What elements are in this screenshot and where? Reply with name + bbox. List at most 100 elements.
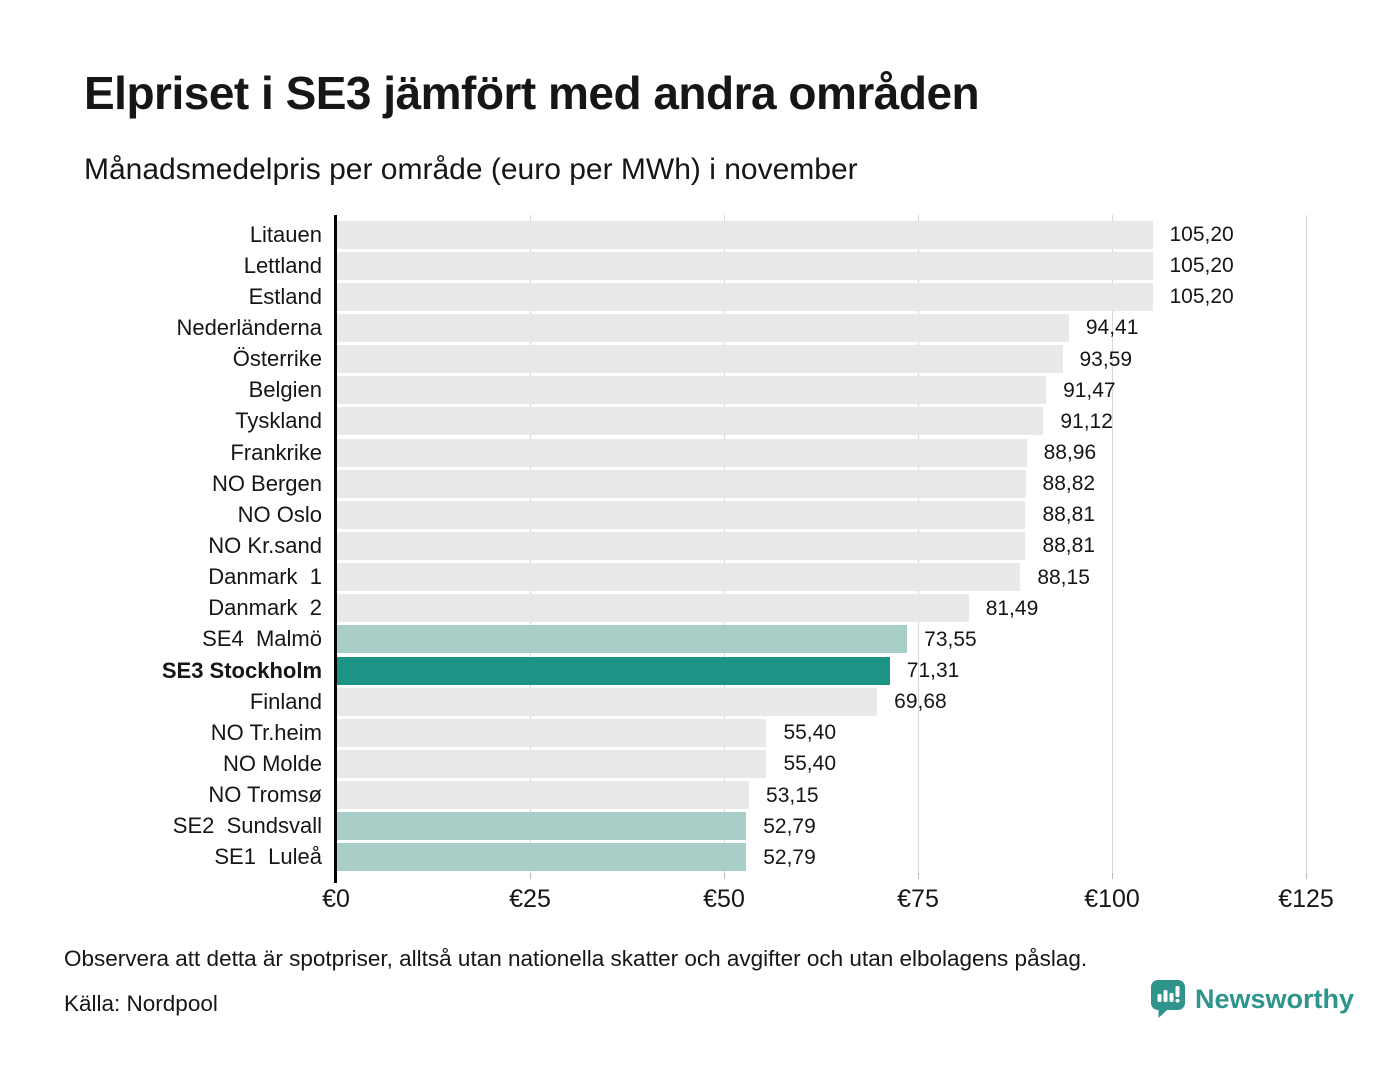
x-tick-label-25: €25 bbox=[509, 884, 551, 913]
bar-value-label: 88,81 bbox=[1042, 534, 1096, 558]
bar-rows: Litauen 105,20 Lettland 105,20 Estland 105,20… bbox=[0, 219, 1306, 873]
bar bbox=[337, 625, 908, 654]
bar-value-label: 53,15 bbox=[766, 783, 819, 807]
bar-value-label: 88,96 bbox=[1043, 441, 1097, 465]
x-tick-label-0: €0 bbox=[322, 884, 350, 913]
bar-value-label: 52,79 bbox=[763, 814, 816, 838]
bar-track: 88,81 bbox=[337, 500, 1306, 529]
bar-value-label: 105,20 bbox=[1169, 223, 1234, 247]
category-label: Österrike bbox=[232, 346, 322, 372]
bar-value-label: 69,68 bbox=[894, 690, 947, 714]
bar-value-label: 55,40 bbox=[783, 752, 837, 776]
bar bbox=[337, 687, 878, 716]
category-label: Litauen bbox=[249, 221, 322, 247]
bar-value-label: 55,40 bbox=[783, 721, 837, 745]
bar-value-label: 81,49 bbox=[985, 596, 1039, 620]
bar-track: 105,20 bbox=[337, 220, 1306, 249]
bar-value-label: 88,81 bbox=[1042, 503, 1096, 527]
bar bbox=[337, 656, 890, 685]
plot-area: Litauen 105,20 Lettland 105,20 Estland 105,20… bbox=[0, 215, 1307, 883]
bar-track: 73,55 bbox=[337, 625, 1306, 654]
bar bbox=[337, 500, 1026, 529]
bar-value-label: 105,20 bbox=[1169, 254, 1234, 278]
bar bbox=[337, 812, 747, 841]
bar-value-label: 93,59 bbox=[1079, 347, 1133, 371]
bar-value-label: 88,82 bbox=[1042, 472, 1096, 496]
bar-row: Estland 105,20 bbox=[0, 281, 1306, 312]
x-tick-label-125: €125 bbox=[1278, 884, 1334, 913]
bar-row: Frankrike 88,96 bbox=[0, 437, 1306, 468]
category-label: NO Oslo bbox=[237, 501, 322, 527]
source-credit: Källa: Nordpool bbox=[64, 991, 218, 1016]
x-tick-75 bbox=[918, 872, 919, 879]
bar-row: NO Tr.heim 55,40 bbox=[0, 717, 1306, 748]
bar-track: 52,79 bbox=[337, 843, 1306, 872]
bar bbox=[337, 531, 1026, 560]
bar-track: 105,20 bbox=[337, 282, 1306, 311]
bar-row: Danmark 2 81,49 bbox=[0, 593, 1306, 624]
category-label: NO Molde bbox=[222, 750, 322, 776]
bar-track: 88,82 bbox=[337, 469, 1306, 498]
footnote: Observera att detta är spotpriser, allts… bbox=[64, 946, 1088, 971]
x-axis-labels: €0 €25 €50 €75 €100 €125 bbox=[322, 884, 1334, 919]
category-label: SE2 Sundsvall bbox=[172, 813, 322, 839]
bar-row: Finland 69,68 bbox=[0, 686, 1306, 717]
category-label: Nederländerna bbox=[176, 314, 322, 340]
bar-value-label: 94,41 bbox=[1085, 316, 1139, 340]
bar bbox=[337, 251, 1153, 280]
gridline-125 bbox=[1306, 215, 1307, 877]
bar-track: 69,68 bbox=[337, 687, 1306, 716]
x-tick-label-50: €50 bbox=[703, 884, 745, 913]
bar bbox=[337, 438, 1027, 467]
bar-row: Litauen 105,20 bbox=[0, 219, 1306, 250]
category-label: NO Bergen bbox=[211, 470, 322, 496]
bar-track: 81,49 bbox=[337, 594, 1306, 623]
bar-row: Belgien 91,47 bbox=[0, 375, 1306, 406]
bar-track: 55,40 bbox=[337, 749, 1306, 778]
x-tick-100 bbox=[1112, 872, 1113, 879]
bar-value-label: 91,47 bbox=[1063, 378, 1116, 402]
bar bbox=[337, 469, 1026, 498]
x-axis-ticks bbox=[334, 872, 1307, 882]
gridline-100 bbox=[1112, 215, 1113, 877]
category-label: Tyskland bbox=[235, 408, 322, 434]
bar-track: 93,59 bbox=[337, 345, 1306, 374]
bar bbox=[337, 781, 750, 810]
bar-track: 105,20 bbox=[337, 251, 1306, 280]
category-label: Finland bbox=[249, 688, 322, 714]
newsworthy-bubble-chart-icon bbox=[1150, 979, 1186, 1019]
bar-value-label: 73,55 bbox=[924, 627, 977, 651]
bar-row: Österrike 93,59 bbox=[0, 344, 1306, 375]
bar-track: 94,41 bbox=[337, 313, 1306, 342]
bar-track: 88,15 bbox=[337, 563, 1306, 592]
chart-subtitle: Månadsmedelpris per område (euro per MWh… bbox=[84, 153, 858, 186]
bar-track: 52,79 bbox=[337, 812, 1306, 841]
x-tick-label-100: €100 bbox=[1084, 884, 1140, 913]
category-label: NO Kr.sand bbox=[208, 532, 322, 558]
bar-track: 91,12 bbox=[337, 407, 1306, 436]
x-tick-25 bbox=[530, 872, 531, 879]
bar-row: NO Bergen 88,82 bbox=[0, 468, 1306, 499]
bar bbox=[337, 407, 1044, 436]
newsworthy-logo: Newsworthy bbox=[1150, 979, 1354, 1019]
bar bbox=[337, 749, 767, 778]
bar-row: SE1 Luleå 52,79 bbox=[0, 842, 1306, 873]
bar bbox=[337, 345, 1063, 374]
bar bbox=[337, 282, 1153, 311]
bar-track: 88,81 bbox=[337, 531, 1306, 560]
bar bbox=[337, 843, 747, 872]
bar-row: SE4 Malmö 73,55 bbox=[0, 624, 1306, 655]
bar-track: 88,96 bbox=[337, 438, 1306, 467]
chart-title: Elpriset i SE3 jämfört med andra områden bbox=[84, 67, 980, 119]
bar bbox=[337, 376, 1047, 405]
category-label: Danmark 2 bbox=[208, 595, 322, 621]
bar-row: NO Tromsø 53,15 bbox=[0, 780, 1306, 811]
category-label: SE3 Stockholm bbox=[161, 657, 322, 683]
bar bbox=[337, 220, 1153, 249]
category-label: Danmark 1 bbox=[208, 564, 322, 590]
bar-row: Lettland 105,20 bbox=[0, 250, 1306, 281]
bar-value-label: 105,20 bbox=[1169, 285, 1234, 309]
bar-row: NO Molde 55,40 bbox=[0, 748, 1306, 779]
bar-row: Danmark 1 88,15 bbox=[0, 562, 1306, 593]
category-label: NO Tr.heim bbox=[210, 719, 322, 745]
